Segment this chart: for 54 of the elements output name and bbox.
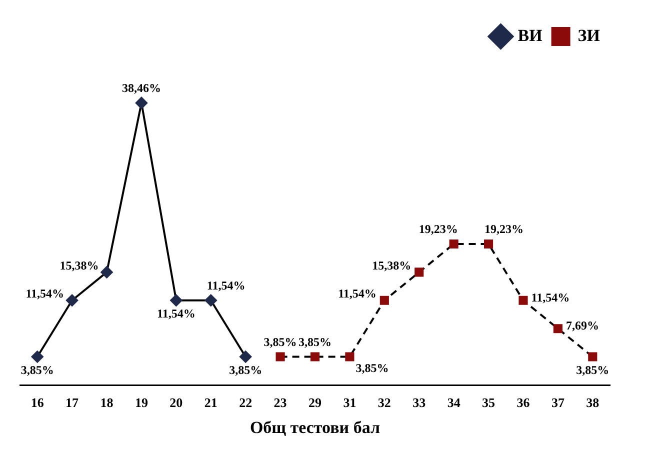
point	[135, 96, 148, 109]
point	[240, 350, 252, 363]
data-label: 3,85%	[298, 334, 332, 349]
x-tick-label: 23	[274, 395, 288, 410]
x-tick-label: 34	[447, 395, 461, 410]
data-label: 3,85%	[356, 360, 389, 375]
data-label: 3,85%	[20, 362, 54, 377]
point	[31, 350, 44, 363]
data-label: 38,46%	[122, 81, 161, 96]
point	[484, 239, 494, 249]
x-tick-label: 37	[551, 395, 565, 410]
x-tick-label: 33	[412, 395, 426, 410]
x-tick-label: 29	[308, 395, 322, 410]
x-tick-label: 19	[134, 395, 148, 410]
point	[345, 352, 354, 362]
data-label: 11,54%	[531, 290, 570, 304]
x-axis-title: Общ тестови бал	[250, 418, 381, 438]
point	[449, 239, 458, 249]
point	[100, 266, 113, 278]
point	[414, 268, 424, 277]
x-tick-label: 32	[378, 395, 391, 410]
point	[276, 352, 285, 362]
x-tick-label: 36	[516, 395, 530, 410]
x-tick-label: 21	[204, 395, 218, 410]
point	[204, 294, 217, 306]
x-tick-label: 31	[343, 395, 356, 410]
data-label: 11,54%	[206, 278, 246, 292]
data-label: 3,85%	[264, 334, 297, 349]
data-label: 19,23%	[484, 222, 524, 236]
data-label: 3,85%	[229, 362, 262, 377]
data-label: 7,69%	[566, 318, 599, 333]
data-label: 15,38%	[372, 258, 412, 272]
x-tick-label: 18	[100, 395, 114, 410]
point	[380, 296, 389, 305]
point	[170, 294, 182, 306]
x-tick-label: 16	[30, 395, 44, 410]
legend-label: ЗИ	[578, 26, 600, 45]
data-label: 11,54%	[338, 286, 376, 300]
data-label: 15,38%	[60, 258, 99, 272]
point	[553, 324, 562, 334]
x-tick-label: 35	[482, 395, 496, 410]
data-label: 3,85%	[576, 362, 610, 377]
point	[66, 294, 78, 306]
x-tick-label: 22	[239, 395, 252, 410]
point	[518, 296, 528, 305]
data-label: 19,23%	[418, 222, 458, 236]
point	[588, 352, 598, 362]
point	[310, 352, 320, 362]
x-tick-label: 20	[170, 395, 183, 410]
data-label: 11,54%	[26, 286, 64, 300]
x-tick-label: 38	[586, 395, 600, 410]
legend-label: ВИ	[518, 26, 542, 45]
x-tick-label: 17	[66, 395, 80, 410]
data-label: 11,54%	[157, 306, 196, 320]
